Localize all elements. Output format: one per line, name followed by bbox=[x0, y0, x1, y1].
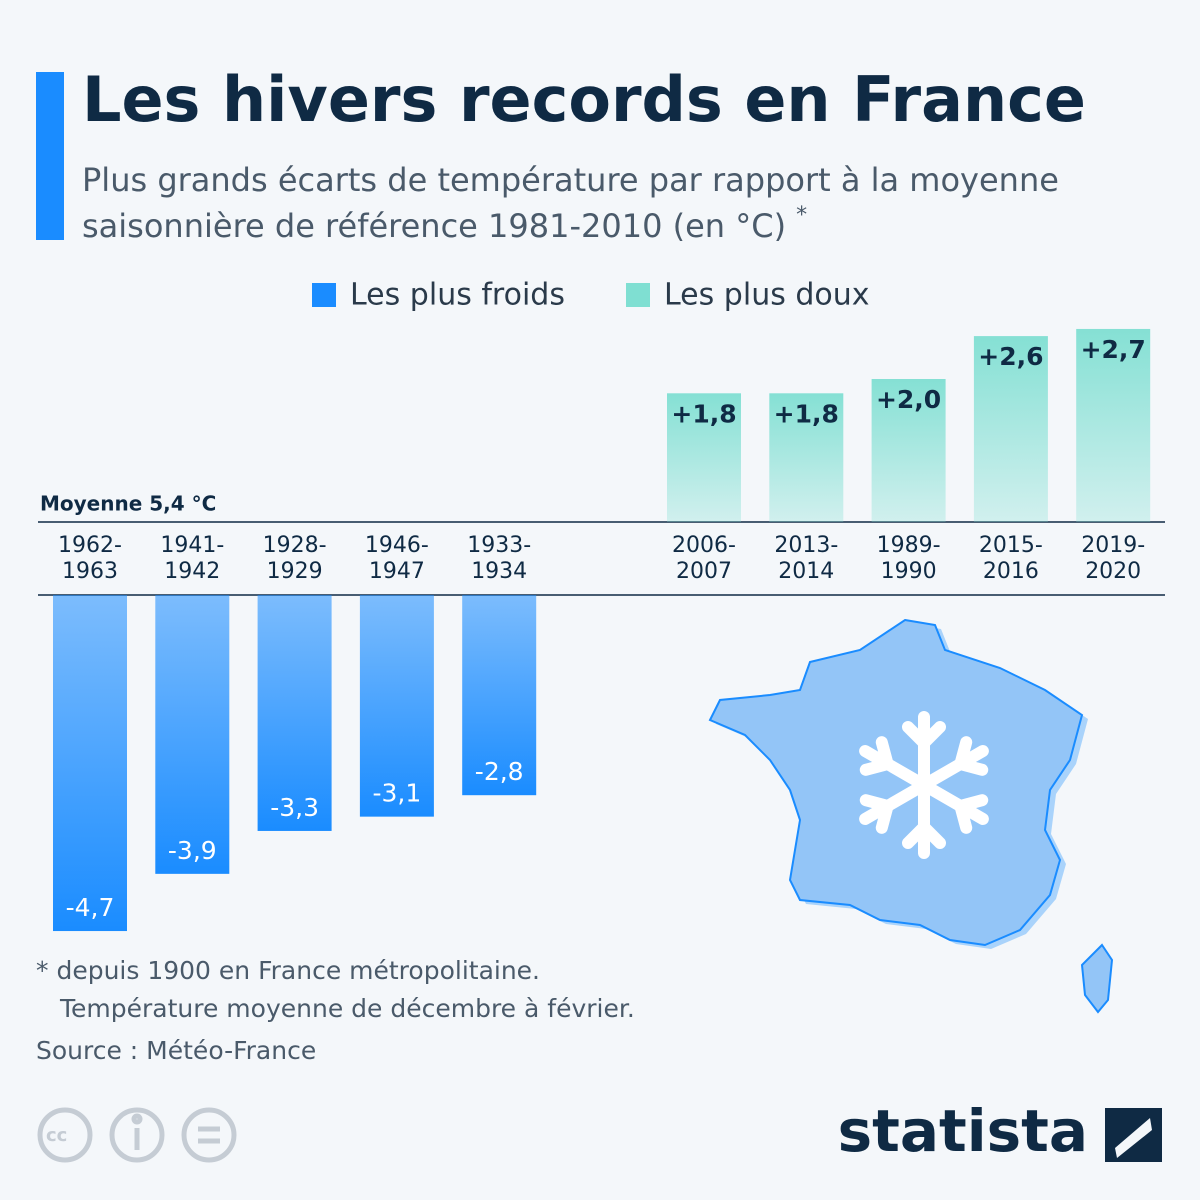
value-label: +2,7 bbox=[1081, 335, 1146, 364]
x-tick-label: 2019-2020 bbox=[1081, 533, 1145, 584]
x-tick-label: 2015-2016 bbox=[979, 533, 1043, 584]
x-tick-label: 1941-1942 bbox=[160, 533, 224, 584]
cc-label: cc bbox=[46, 1125, 67, 1146]
x-tick-label: 1933-1934 bbox=[467, 533, 531, 584]
bar bbox=[257, 595, 332, 831]
legend-swatch bbox=[312, 283, 336, 307]
bar bbox=[53, 595, 127, 932]
value-label: +1,8 bbox=[671, 399, 736, 428]
x-tick-label: 2013-2014 bbox=[774, 533, 838, 584]
footnote: Température moyenne de décembre à févrie… bbox=[59, 994, 635, 1023]
subtitle: saisonnière de référence 1981-2010 (en °… bbox=[82, 203, 807, 245]
bar bbox=[973, 336, 1048, 522]
map-france bbox=[708, 618, 1084, 947]
brand: statista bbox=[838, 1097, 1088, 1165]
france-map bbox=[708, 618, 1114, 1014]
value-label: +1,8 bbox=[774, 399, 839, 428]
chart-title: Les hivers records en France bbox=[82, 63, 1086, 136]
value-label: -3,9 bbox=[168, 836, 217, 865]
value-label: -2,8 bbox=[475, 757, 524, 786]
baseline-label: Moyenne 5,4 °C bbox=[40, 492, 216, 516]
x-tick-label: 1946-1947 bbox=[365, 533, 429, 584]
value-label: -3,1 bbox=[373, 779, 422, 808]
subtitle-note: * bbox=[796, 203, 807, 228]
footnote: * depuis 1900 en France métropolitaine. bbox=[36, 956, 540, 985]
accent-bar bbox=[36, 72, 64, 240]
bar bbox=[871, 379, 946, 522]
value-label: +2,0 bbox=[876, 385, 941, 414]
x-tick-label: 1928-1929 bbox=[263, 533, 327, 584]
bar bbox=[155, 595, 230, 874]
x-tick-label: 2006-2007 bbox=[672, 533, 736, 584]
subtitle: Plus grands écarts de température par ra… bbox=[82, 161, 1059, 199]
legend-swatch bbox=[626, 283, 650, 307]
legend-label: Les plus doux bbox=[664, 278, 870, 313]
x-tick-label: 1989-1990 bbox=[877, 533, 941, 584]
legend-label: Les plus froids bbox=[350, 278, 565, 313]
license-icons bbox=[37, 1107, 237, 1163]
brand-logo bbox=[1105, 1108, 1162, 1162]
map-corsica bbox=[1080, 943, 1114, 1014]
value-label: +2,6 bbox=[978, 342, 1043, 371]
bar bbox=[1076, 328, 1151, 522]
snowflake bbox=[859, 711, 989, 859]
bar bbox=[359, 595, 434, 817]
bar bbox=[462, 595, 537, 796]
value-label: -3,3 bbox=[270, 793, 319, 822]
source: Source : Météo-France bbox=[36, 1036, 316, 1065]
bar bbox=[769, 393, 844, 522]
subtitle-line: saisonnière de référence 1981-2010 (en °… bbox=[82, 207, 786, 245]
value-label: -4,7 bbox=[66, 893, 115, 922]
x-tick-label: 1962-1963 bbox=[58, 533, 122, 584]
bar bbox=[667, 393, 741, 522]
